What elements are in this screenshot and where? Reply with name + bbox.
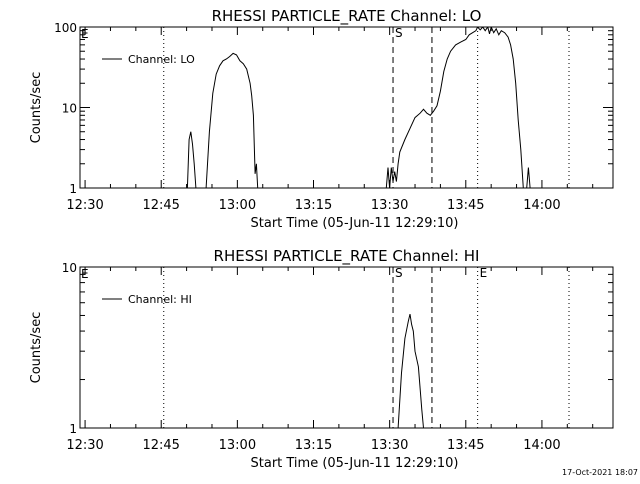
y-tick-label: 100 [54,21,77,35]
y-tick-label: 10 [62,261,77,275]
y-tick-label: 1 [69,182,77,196]
x-tick-label: 13:45 [447,198,484,213]
event-marker-label: S [395,266,403,280]
x-tick-label: 13:45 [447,438,484,453]
series-line [397,313,424,428]
edge-marker-label: E [81,267,89,281]
x-tick-label: 13:30 [371,438,408,453]
y-axis-label: Counts/sec [29,72,44,144]
x-tick-label: 13:15 [295,438,332,453]
x-tick-label: 12:45 [142,198,179,213]
event-marker-label: E [480,266,488,280]
plot-frame [79,266,614,429]
timestamp-label: 17-Oct-2021 18:07 [562,468,638,477]
chart-panel-lo: RHESSI PARTICLE_RATE Channel: LO Start Ti… [29,7,614,231]
x-tick-label: 13:30 [371,198,408,213]
chart-title: RHESSI PARTICLE_RATE Channel: LO [212,7,482,26]
x-tick-label: 13:15 [295,198,332,213]
plot-frame [79,26,614,189]
legend-label: Channel: HI [128,293,192,306]
x-tick-label: 12:45 [142,438,179,453]
x-axis-label: Start Time (05-Jun-11 12:29:10) [251,456,459,471]
edge-marker-label: E [81,27,89,41]
chart-title: RHESSI PARTICLE_RATE Channel: HI [214,247,480,266]
x-tick-label: 13:00 [219,438,256,453]
x-tick-label: 13:00 [219,198,256,213]
x-tick-label: 12:30 [66,198,103,213]
x-tick-label: 14:00 [523,438,560,453]
event-marker-label: S [395,26,403,40]
y-tick-label: 1 [69,422,77,436]
y-axis-label: Counts/sec [29,312,44,384]
x-tick-label: 14:00 [523,198,560,213]
chart-panel-hi: RHESSI PARTICLE_RATE Channel: HI Start Ti… [29,247,614,471]
y-tick-label: 10 [62,102,77,116]
x-axis-label: Start Time (05-Jun-11 12:29:10) [251,216,459,231]
legend-label: Channel: LO [128,53,195,66]
series-line [186,27,531,188]
x-tick-label: 12:30 [66,438,103,453]
